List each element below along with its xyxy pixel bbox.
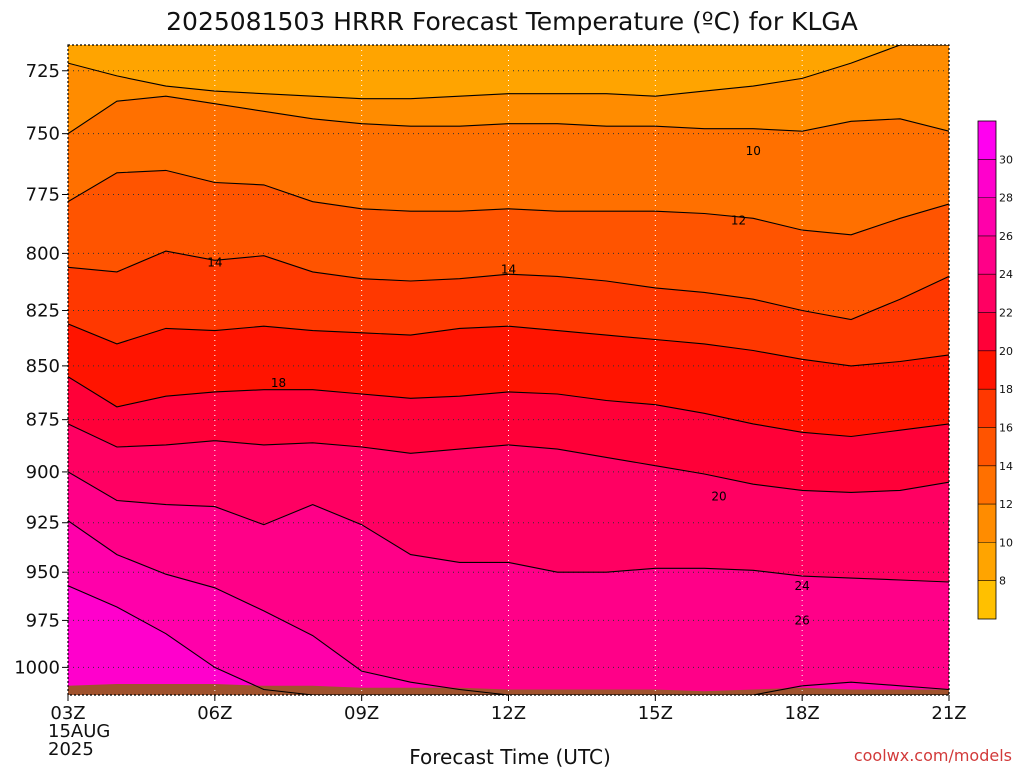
colorbar-swatch-1 bbox=[978, 542, 996, 581]
x-axis: 03Z 06Z 09Z 12Z 15Z 18Z 21Z bbox=[50, 695, 967, 724]
colorbar-label-12: 12 bbox=[999, 498, 1013, 511]
contour-label-2: 14 bbox=[207, 256, 222, 270]
contour-labels: 10 12 14 14 18 20 24 26 bbox=[207, 144, 810, 628]
colorbar-swatch-9 bbox=[978, 235, 996, 275]
contour-label-5: 20 bbox=[711, 489, 726, 503]
y-tick-label-825: 825 bbox=[26, 300, 60, 321]
colorbar-label-22: 22 bbox=[999, 307, 1013, 320]
contour-label-4: 18 bbox=[271, 376, 286, 390]
y-tick-label-1000: 1000 bbox=[14, 657, 60, 678]
y-tick-label-725: 725 bbox=[26, 61, 60, 82]
colorbar-label-26: 26 bbox=[999, 230, 1013, 243]
colorbar-label-30: 30 bbox=[999, 153, 1013, 166]
contour-label-7: 26 bbox=[795, 613, 810, 627]
isotherm-24 bbox=[68, 471, 949, 583]
isotherm-14 bbox=[68, 169, 949, 236]
y-tick-label-775: 775 bbox=[26, 184, 60, 205]
colorbar-label-20: 20 bbox=[999, 345, 1013, 358]
colorbar-swatch-4 bbox=[978, 427, 996, 466]
colorbar-swatch-0 bbox=[978, 580, 996, 619]
x-tick-label-12Z: 12Z bbox=[491, 703, 526, 724]
y-tick-label-750: 750 bbox=[26, 124, 60, 145]
x-tick-label-15Z: 15Z bbox=[638, 703, 673, 724]
y-tick-label-925: 925 bbox=[26, 513, 60, 534]
colorbar-frame bbox=[977, 120, 997, 620]
colorbar-label-8: 8 bbox=[999, 575, 1006, 588]
colorbar-swatch-2 bbox=[978, 504, 996, 543]
y-tick-label-900: 900 bbox=[26, 462, 60, 483]
colorbar-label-14: 14 bbox=[999, 460, 1013, 473]
band-fill-26 bbox=[68, 520, 949, 695]
x-tick-label-09Z: 09Z bbox=[344, 703, 379, 724]
colorbar-swatch-8 bbox=[978, 274, 996, 313]
isotherm-26 bbox=[68, 520, 949, 695]
isotherm-10 bbox=[68, 45, 949, 100]
y-axis: 725 750 775 800 825 850 875 900 925 950 975 1000 bbox=[14, 61, 68, 678]
colorbar-swatch-10 bbox=[978, 197, 996, 236]
x-axis-date-line-1: 15AUG bbox=[48, 721, 110, 742]
colorbar-swatch-7 bbox=[978, 312, 996, 351]
x-tick-label-21Z: 21Z bbox=[931, 703, 966, 724]
y-tick-label-800: 800 bbox=[26, 243, 60, 264]
grid-lines bbox=[68, 45, 949, 695]
colorbar-swatch-5 bbox=[978, 389, 996, 428]
colorbar-label-24: 24 bbox=[999, 268, 1013, 281]
colorbar-label-18: 18 bbox=[999, 383, 1013, 396]
colorbar-label-16: 16 bbox=[999, 421, 1013, 434]
y-tick-label-975: 975 bbox=[26, 610, 60, 631]
isotherm-12 bbox=[68, 95, 949, 135]
colorbar-label-10: 10 bbox=[999, 536, 1013, 549]
isotherm-22 bbox=[68, 423, 949, 493]
x-tick-label-06Z: 06Z bbox=[197, 703, 232, 724]
isotherm-18 bbox=[68, 323, 949, 367]
isotherm-20 bbox=[68, 376, 949, 438]
y-tick-label-950: 950 bbox=[26, 562, 60, 583]
credit-text: coolwx.com/models bbox=[854, 746, 1012, 765]
contour-label-0: 10 bbox=[746, 144, 761, 158]
x-tick-label-18Z: 18Z bbox=[785, 703, 820, 724]
colorbar-swatch-3 bbox=[978, 465, 996, 505]
colorbar-label-28: 28 bbox=[999, 192, 1013, 205]
isotherm-16 bbox=[68, 250, 949, 321]
contour-label-1: 12 bbox=[731, 214, 746, 228]
colorbar: 8 10 12 14 16 18 20 22 24 26 28 30 bbox=[977, 120, 1013, 620]
y-tick-label-875: 875 bbox=[26, 410, 60, 431]
colorbar-swatch-6 bbox=[978, 350, 996, 390]
colorbar-swatch-12 bbox=[978, 121, 996, 160]
colorbar-swatch-11 bbox=[978, 159, 996, 198]
contour-label-3: 14 bbox=[501, 263, 516, 277]
x-axis-label: Forecast Time (UTC) bbox=[409, 745, 611, 768]
x-tick-label-03Z: 03Z bbox=[50, 703, 85, 724]
y-tick-label-850: 850 bbox=[26, 356, 60, 377]
chart-title: 2025081503 HRRR Forecast Temperature (ºC… bbox=[166, 7, 858, 36]
plot-frame bbox=[67, 44, 950, 696]
isotherm-28 bbox=[68, 585, 949, 695]
temperature-fills bbox=[68, 45, 949, 695]
contour-label-6: 24 bbox=[795, 579, 810, 593]
x-axis-date-line-2: 2025 bbox=[48, 739, 94, 760]
isotherm-lines bbox=[68, 45, 949, 695]
